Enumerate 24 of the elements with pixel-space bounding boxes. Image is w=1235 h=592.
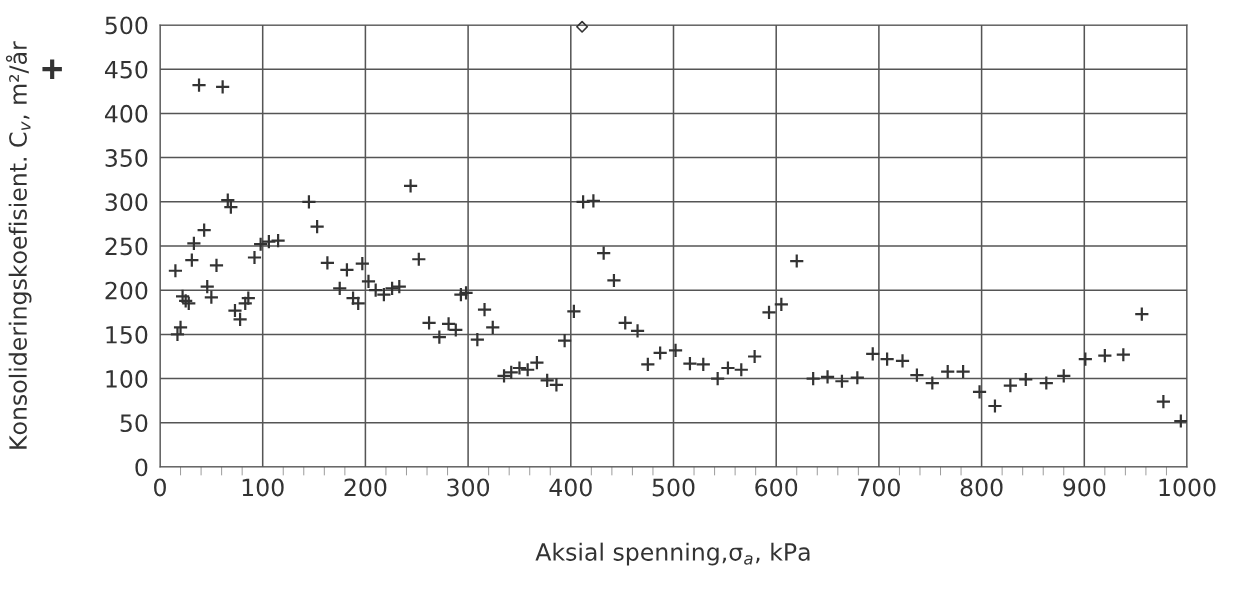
y-axis-title: Konsolideringskoefisient. C$_{v}$, m²/år bbox=[5, 41, 32, 449]
y-tick-label: 350 bbox=[105, 149, 148, 167]
y-tick-label: 50 bbox=[120, 414, 148, 433]
x-tick-label: 200 bbox=[344, 478, 387, 497]
y-tick-label: 400 bbox=[104, 104, 148, 123]
x-tick-label: 900 bbox=[1063, 478, 1106, 497]
x-tick-label: 400 bbox=[549, 478, 592, 497]
y-tick-label: 150 bbox=[106, 325, 148, 344]
x-tick-label: 0 bbox=[154, 478, 166, 497]
y-tick-label: 500 bbox=[105, 16, 148, 35]
x-axis-title: Aksial spenning,σ$_{a}$, kPa bbox=[535, 542, 810, 566]
x-tick-label: 1000 bbox=[1159, 478, 1216, 497]
y-tick-label: 0 bbox=[135, 458, 148, 477]
y-tick-label: 300 bbox=[105, 193, 148, 212]
x-tick-label: 500 bbox=[652, 478, 695, 497]
x-tick-label: 100 bbox=[242, 478, 284, 497]
x-tick-label: 700 bbox=[858, 478, 900, 497]
y-tick-label: 250 bbox=[105, 237, 148, 256]
x-tick-label: 800 bbox=[960, 478, 1003, 497]
y-tick-label: 200 bbox=[105, 281, 148, 300]
y-tick-label: 450 bbox=[104, 60, 148, 79]
x-tick-label: 600 bbox=[755, 478, 798, 497]
y-tick-label: 100 bbox=[106, 370, 148, 388]
x-tick-label: 300 bbox=[447, 478, 490, 497]
